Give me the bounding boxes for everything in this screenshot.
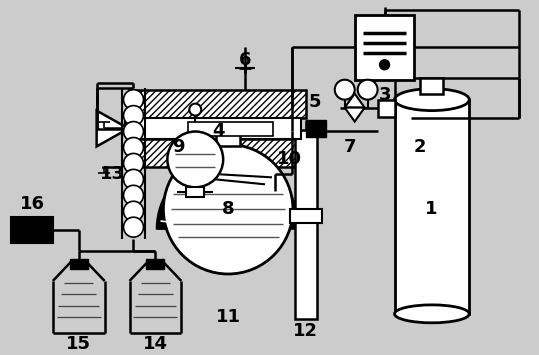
Bar (420, 78, 444, 94)
Circle shape (123, 137, 143, 157)
Bar (306, 120, 326, 137)
Bar (128, 140, 306, 168)
Circle shape (123, 217, 143, 237)
Text: 10: 10 (278, 151, 302, 168)
Bar (295, 130, 317, 319)
Circle shape (123, 169, 143, 189)
Text: 1: 1 (425, 200, 438, 218)
Bar (378, 100, 395, 116)
Bar (70, 259, 88, 269)
Ellipse shape (395, 305, 469, 323)
Circle shape (123, 153, 143, 173)
Circle shape (163, 144, 293, 274)
Text: 9: 9 (172, 138, 184, 157)
Bar (290, 209, 322, 223)
Circle shape (189, 104, 201, 116)
Polygon shape (345, 108, 365, 121)
Polygon shape (345, 94, 365, 108)
Circle shape (168, 131, 223, 187)
Bar (11, 217, 53, 243)
Ellipse shape (395, 89, 469, 111)
Circle shape (123, 185, 143, 205)
Text: 16: 16 (20, 195, 45, 213)
Text: 14: 14 (143, 335, 168, 353)
Circle shape (123, 105, 143, 126)
Text: 13: 13 (100, 165, 125, 184)
Polygon shape (156, 157, 300, 229)
Text: 11: 11 (216, 308, 240, 326)
Text: 4: 4 (212, 121, 224, 140)
Circle shape (335, 80, 355, 100)
Circle shape (123, 121, 143, 142)
Bar (123, 121, 134, 137)
Bar (188, 121, 273, 136)
Circle shape (358, 80, 378, 100)
Circle shape (123, 201, 143, 221)
Bar (355, 15, 414, 80)
Polygon shape (96, 111, 128, 147)
Circle shape (123, 90, 143, 110)
Text: 2: 2 (413, 138, 426, 157)
Bar (216, 126, 240, 147)
Text: 5: 5 (309, 93, 321, 111)
Text: 12: 12 (293, 322, 319, 340)
Text: 3: 3 (378, 86, 391, 104)
Bar (134, 118, 301, 140)
Text: 15: 15 (66, 335, 91, 353)
Circle shape (379, 60, 390, 70)
Text: 6: 6 (239, 51, 251, 69)
Bar (128, 90, 306, 118)
Text: 7: 7 (343, 138, 356, 157)
Text: 8: 8 (222, 200, 234, 218)
Bar (186, 187, 204, 197)
Bar (395, 100, 469, 314)
Bar (147, 259, 164, 269)
